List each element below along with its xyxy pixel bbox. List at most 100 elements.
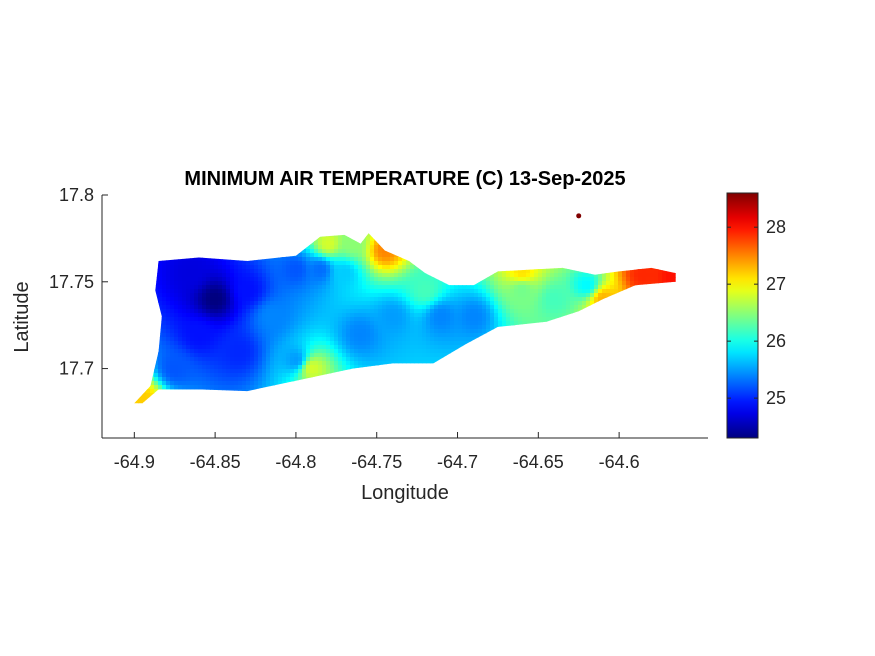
heat-cell [178,357,183,362]
heat-cell [262,357,267,362]
heat-cell [290,325,295,330]
heat-cell [218,341,223,346]
heat-cell [418,309,423,314]
heat-cell [166,317,171,322]
heat-cell [190,285,195,290]
heat-cell [266,313,271,318]
heat-cell [438,333,443,338]
heat-cell [258,365,263,370]
heat-cell [278,309,283,314]
heat-cell [258,317,263,322]
heat-cell [598,293,603,298]
heat-cell [182,345,187,350]
heat-cell [370,301,375,306]
heat-cell [366,313,371,318]
heat-cell [278,297,283,302]
heat-cell [298,329,303,334]
heat-cell [590,281,595,286]
heat-cell [326,269,331,274]
heat-cell [450,329,455,334]
heat-cell [190,361,195,366]
heat-cell [402,301,407,306]
heat-cell [522,297,527,302]
heat-cell [354,261,359,266]
heat-cell [162,269,167,274]
heat-cell [666,277,671,282]
heat-cell [158,305,163,310]
heat-cell [414,325,419,330]
heat-cell [358,333,363,338]
heat-cell [466,325,471,330]
heat-cell [330,273,335,278]
heat-cell [178,257,183,262]
heat-cell [534,301,539,306]
heat-cell [294,333,299,338]
heat-cell [250,309,255,314]
heat-cell [366,233,371,238]
heat-cell [306,329,311,334]
heat-cell [182,357,187,362]
heat-cell [402,325,407,330]
heat-cell [546,313,551,318]
heat-cell [422,349,427,354]
heat-cell [490,293,495,298]
heat-cell [378,345,383,350]
heat-cell [314,253,319,258]
heat-cell [302,301,307,306]
heat-cell [414,353,419,358]
heat-cell [238,293,243,298]
heat-cell [374,289,379,294]
heat-cell [222,373,227,378]
heat-cell [222,305,227,310]
heat-cell [202,269,207,274]
heat-cell [206,321,211,326]
heat-cell [298,281,303,286]
heat-cell [522,301,527,306]
heat-cell [474,309,479,314]
heat-cell [162,305,167,310]
heat-cell [402,333,407,338]
heat-cell [218,257,223,262]
heat-cell [306,281,311,286]
heat-cell [538,269,543,274]
heat-cell [174,277,179,282]
heat-cell [206,293,211,298]
heat-cell [594,285,599,290]
heat-cell [526,297,531,302]
heat-cell [214,369,219,374]
heat-cell [590,301,595,306]
heat-cell [366,357,371,362]
heat-cell [374,277,379,282]
heat-cell [362,265,367,270]
heat-cell [478,317,483,322]
heat-cell [410,333,415,338]
heat-cell [410,325,415,330]
heat-cell [190,257,195,262]
heat-cell [562,313,567,318]
heat-cell [182,353,187,358]
heat-cell [506,297,511,302]
heat-cell [274,341,279,346]
heat-cell [206,341,211,346]
heat-cell [266,293,271,298]
heat-cell [646,269,651,274]
heat-cell [318,249,323,254]
heat-cell [378,277,383,282]
heat-cell [350,285,355,290]
heat-cell [206,329,211,334]
heat-cell [302,337,307,342]
heat-cell [438,301,443,306]
heat-cell [190,289,195,294]
heat-cell [170,365,175,370]
heat-cell [294,301,299,306]
heat-cell [302,289,307,294]
heat-cell [618,289,623,294]
heat-cell [386,333,391,338]
heat-cell [310,285,315,290]
heat-cell [330,353,335,358]
heat-cell [478,301,483,306]
heat-cell [178,273,183,278]
heat-cell [342,261,347,266]
heat-cell [414,361,419,366]
heat-cell [670,277,675,282]
